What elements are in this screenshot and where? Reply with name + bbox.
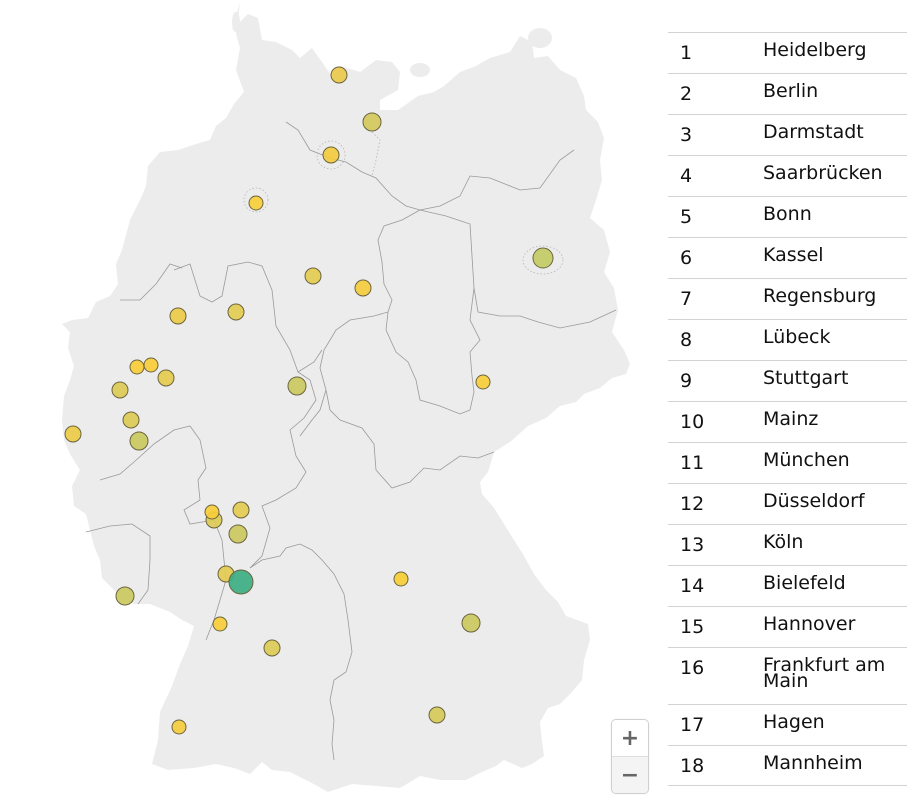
rank-number: 10: [680, 411, 705, 433]
city-name: Darmstadt: [763, 121, 864, 143]
ranking-row[interactable]: 17 Hagen: [668, 704, 907, 745]
city-marker[interactable]: [461, 613, 481, 633]
ranking-row[interactable]: 3 Darmstadt: [668, 114, 907, 155]
city-name: Mainz: [763, 408, 819, 430]
ranking-row[interactable]: 10 Mainz: [668, 401, 907, 442]
city-name: Regensburg: [763, 285, 877, 307]
city-marker[interactable]: [169, 307, 187, 325]
germany-land: [62, 2, 630, 792]
city-marker[interactable]: [248, 195, 264, 211]
ranking-row[interactable]: 1 Heidelberg: [668, 32, 907, 73]
city-marker[interactable]: [111, 381, 129, 399]
city-name: Saarbrücken: [763, 162, 883, 184]
rank-number: 13: [680, 534, 705, 556]
city-marker[interactable]: [354, 279, 372, 297]
rank-number: 9: [680, 370, 693, 392]
rank-number: 2: [680, 83, 693, 105]
city-name: Stuttgart: [763, 367, 849, 389]
city-marker[interactable]: [227, 303, 245, 321]
ranking-row[interactable]: 15 Hannover: [668, 606, 907, 647]
city-state-borders: [243, 131, 564, 275]
city-marker[interactable]: [143, 357, 159, 373]
rank-number: 7: [680, 288, 693, 310]
city-name: Heidelberg: [763, 39, 867, 61]
city-marker[interactable]: [64, 425, 82, 443]
rank-number: 16: [680, 657, 705, 679]
ranking-row[interactable]: 11 München: [668, 442, 907, 483]
city-marker[interactable]: [532, 247, 554, 269]
city-marker[interactable]: [212, 616, 228, 632]
city-name: Hannover: [763, 613, 856, 635]
city-marker[interactable]: [171, 719, 187, 735]
city-marker[interactable]: [362, 112, 382, 132]
rank-number: 5: [680, 206, 693, 228]
city-name: Düsseldorf: [763, 490, 865, 512]
rank-number: 15: [680, 616, 705, 638]
ranking-row[interactable]: 16 Frankfurt am Main: [668, 647, 907, 704]
city-marker[interactable]: [428, 706, 446, 724]
city-marker[interactable]: [330, 66, 348, 84]
ranking-row[interactable]: 12 Düsseldorf: [668, 483, 907, 524]
city-name: Bonn: [763, 203, 812, 225]
city-marker[interactable]: [115, 586, 135, 606]
city-name: Hagen: [763, 711, 825, 733]
rank-number: 11: [680, 452, 705, 474]
rank-number: 1: [680, 42, 693, 64]
city-name: Lübeck: [763, 326, 831, 348]
city-marker[interactable]: [322, 146, 340, 164]
rank-number: 12: [680, 493, 705, 515]
ranking-row[interactable]: 14 Bielefeld: [668, 565, 907, 606]
rank-number: 18: [680, 755, 705, 777]
ranking-row[interactable]: 18 Mannheim: [668, 745, 907, 786]
city-name: Mannheim: [763, 752, 863, 774]
germany-map[interactable]: + −: [0, 0, 660, 795]
city-marker[interactable]: [263, 639, 281, 657]
ranking-row[interactable]: 9 Stuttgart: [668, 360, 907, 401]
city-marker[interactable]: [129, 431, 149, 451]
city-marker[interactable]: [204, 504, 220, 520]
city-marker[interactable]: [475, 374, 491, 390]
island-ruegen: [410, 63, 430, 77]
city-marker[interactable]: [287, 376, 307, 396]
ranking-row[interactable]: 4 Saarbrücken: [668, 155, 907, 196]
map-canvas[interactable]: [0, 0, 660, 795]
city-marker[interactable]: [228, 569, 254, 595]
city-markers[interactable]: [64, 66, 554, 735]
city-name: Berlin: [763, 80, 819, 102]
rank-number: 17: [680, 714, 705, 736]
rank-number: 3: [680, 124, 693, 146]
ranking-row[interactable]: 6 Kassel: [668, 237, 907, 278]
city-name: Frankfurt am Main: [763, 654, 886, 692]
zoom-control: + −: [611, 719, 649, 794]
city-marker[interactable]: [228, 524, 248, 544]
ranking-row[interactable]: 5 Bonn: [668, 196, 907, 237]
zoom-in-button[interactable]: +: [612, 720, 648, 757]
city-ranking-list: 1 Heidelberg 2 Berlin 3 Darmstadt 4 Saarbrücken…: [668, 32, 907, 786]
ranking-row[interactable]: 13 Köln: [668, 524, 907, 565]
city-marker[interactable]: [232, 501, 250, 519]
city-marker[interactable]: [304, 267, 322, 285]
rank-number: 14: [680, 575, 705, 597]
rank-number: 8: [680, 329, 693, 351]
city-name: Bielefeld: [763, 572, 846, 594]
city-marker[interactable]: [129, 359, 145, 375]
island-ruegen-north: [528, 28, 552, 48]
city-name: Köln: [763, 531, 804, 553]
rank-number: 6: [680, 247, 693, 269]
island: [232, 12, 240, 32]
ranking-row[interactable]: 2 Berlin: [668, 73, 907, 114]
city-marker[interactable]: [157, 369, 175, 387]
rank-number: 4: [680, 165, 693, 187]
ranking-row[interactable]: 8 Lübeck: [668, 319, 907, 360]
zoom-out-button[interactable]: −: [612, 757, 648, 793]
city-name: München: [763, 449, 850, 471]
city-name: Kassel: [763, 244, 824, 266]
city-marker[interactable]: [122, 411, 140, 429]
city-marker[interactable]: [393, 571, 409, 587]
ranking-row[interactable]: 7 Regensburg: [668, 278, 907, 319]
